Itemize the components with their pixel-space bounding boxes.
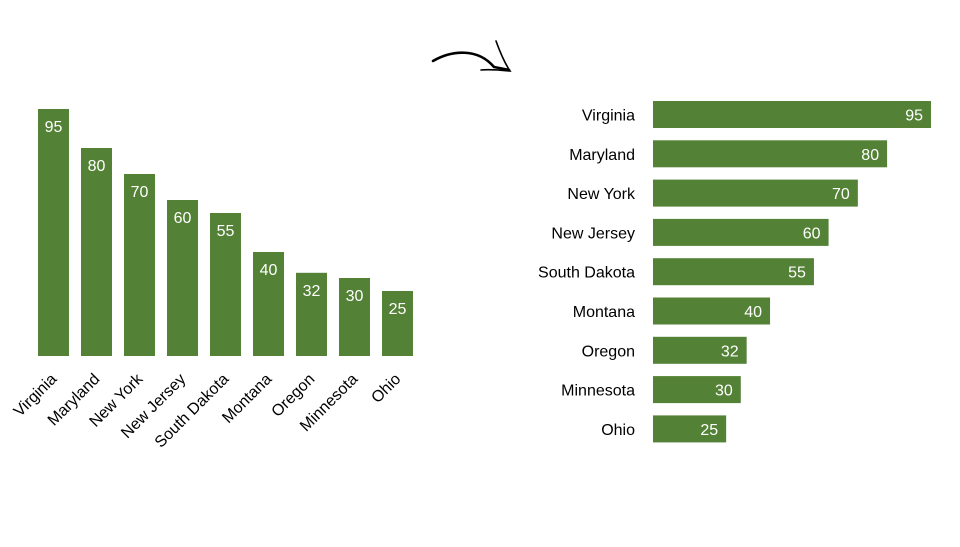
hbar-category-label: New York [567, 186, 636, 203]
vbar-minnesota [339, 278, 370, 356]
vbar-maryland [81, 148, 112, 356]
hbar-value-label: 25 [700, 422, 718, 439]
hbar-value-label: 30 [715, 383, 733, 400]
hbar-category-label: New Jersey [551, 225, 635, 242]
vbar-category-label: Ohio [368, 371, 404, 407]
vbar-ohio [382, 291, 413, 356]
vbar-new-jersey [167, 200, 198, 356]
curved-arrow-right-icon [431, 40, 512, 72]
hbar-minnesota [653, 376, 741, 404]
vbar-value-label: 60 [174, 210, 192, 227]
vbar-value-label: 80 [88, 158, 106, 175]
vbar-value-label: 40 [260, 262, 278, 279]
hbar-new-york [653, 179, 858, 207]
hbar-maryland [653, 140, 888, 168]
hbar-category-label: Ohio [601, 422, 635, 439]
hbar-virginia [653, 101, 931, 128]
hbar-value-label: 70 [832, 186, 850, 203]
vbar-new-york [124, 174, 155, 356]
hbar-category-label: Virginia [582, 108, 635, 125]
hbar-value-label: 32 [721, 343, 739, 360]
vbar-value-label: 30 [346, 288, 364, 305]
hbar-ohio [653, 415, 727, 443]
vbar-virginia [38, 109, 69, 356]
arrow-head [480, 40, 512, 72]
vbar-value-label: 55 [217, 223, 235, 240]
hbar-category-label: South Dakota [538, 265, 635, 282]
vbar-montana [253, 252, 284, 356]
vbar-south-dakota [210, 213, 241, 356]
hbar-south-dakota [653, 258, 814, 286]
hbar-category-label: Oregon [582, 343, 635, 360]
vbar-oregon [296, 272, 327, 356]
hbar-value-label: 80 [861, 147, 879, 164]
vbar-value-label: 32 [303, 283, 321, 300]
hbar-category-label: Maryland [569, 147, 635, 164]
horizontal-bar-chart: 95 Virginia 80 Maryland 70 New York 60 New Jers… [538, 101, 931, 443]
vbar-category-label: South Dakota [152, 371, 233, 452]
hbar-category-label: Minnesota [561, 383, 635, 400]
vbar-value-label: 70 [131, 184, 149, 201]
hbar-category-label: Montana [573, 304, 635, 321]
arrow-curve [431, 51, 511, 72]
hbar-value-label: 95 [905, 108, 923, 125]
vbar-value-label: 95 [45, 119, 63, 136]
hbar-value-label: 55 [788, 265, 806, 282]
hbar-montana [653, 297, 771, 325]
hbar-value-label: 40 [744, 304, 762, 321]
hbar-oregon [653, 336, 747, 364]
vbar-value-label: 25 [389, 301, 407, 318]
hbar-value-label: 60 [803, 225, 821, 242]
hbar-new-jersey [653, 218, 829, 246]
